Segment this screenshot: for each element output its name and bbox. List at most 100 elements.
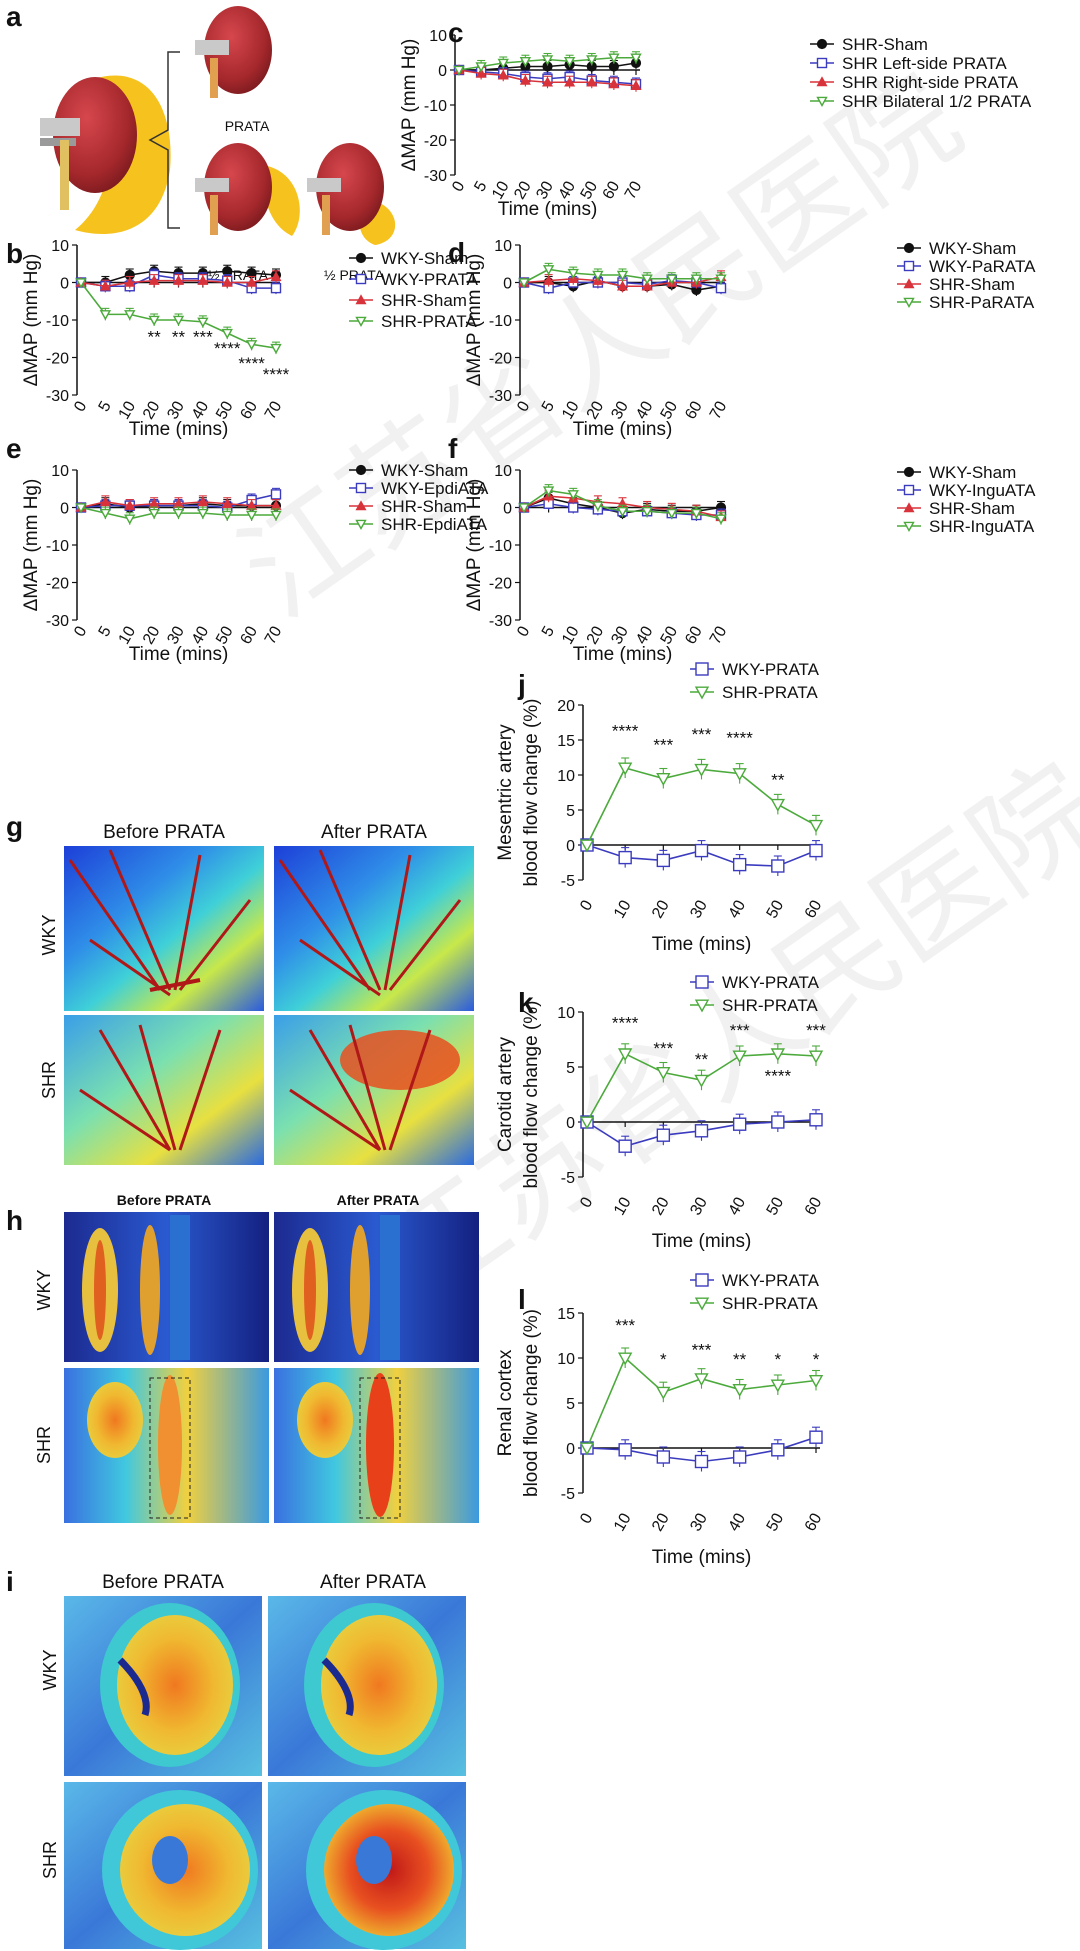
data-point (592, 270, 604, 281)
data-point (630, 80, 642, 90)
data-point (99, 508, 112, 520)
data-point (542, 265, 555, 276)
significance-label: **** (214, 339, 241, 358)
data-point (694, 1074, 709, 1088)
legend-entry: SHR-Sham (897, 275, 1015, 294)
legend-entry: WKY-PaRATA (897, 257, 1036, 276)
significance-label: **** (238, 354, 265, 373)
data-point (197, 274, 209, 285)
legend-marker (816, 57, 828, 69)
data-point (221, 510, 233, 521)
x-tick-label: 50 (658, 398, 682, 422)
x-tick-label: 0 (449, 178, 468, 194)
legend-entry: SHR-PRATA (349, 312, 477, 331)
data-point (586, 76, 598, 87)
y-tick-label: -5 (561, 1170, 575, 1187)
significance-label: * (813, 1350, 820, 1369)
x-tick-label: 40 (189, 398, 213, 422)
legend-label: SHR-PRATA (722, 683, 818, 702)
series-shr-prata (579, 757, 824, 853)
data-point (770, 798, 786, 812)
y-tick-label: -30 (46, 388, 69, 405)
data-point (75, 278, 87, 289)
image-g-shr-before (64, 1015, 264, 1165)
y-axis-label-line2: blood flow change (%) (521, 699, 542, 887)
y-tick-label: 10 (557, 768, 575, 785)
image-h-wky-before (64, 1212, 269, 1362)
x-tick-label: 50 (764, 1194, 788, 1218)
row-label-shr: SHR (40, 1841, 60, 1879)
legend-marker (903, 521, 915, 532)
y-axis-label: ΔMAP (mm Hg) (21, 254, 42, 387)
y-tick-label: -20 (46, 351, 69, 368)
y-axis-label: ΔMAP (mm Hg) (21, 479, 42, 612)
panel-label-g: g (6, 811, 23, 842)
data-point (666, 274, 678, 285)
data-point (592, 501, 604, 512)
data-point (124, 499, 136, 510)
legend-marker (903, 260, 915, 272)
y-tick-label: -20 (489, 351, 512, 368)
y-axis-label-line1: Mesentric artery (495, 724, 516, 861)
data-point (270, 489, 282, 500)
x-tick-label: 20 (649, 1510, 673, 1534)
row-label-wky: WKY (34, 1269, 54, 1310)
row-label-wky: WKY (39, 914, 59, 955)
data-point (221, 328, 233, 340)
legend-entry: SHR Left-side PRATA (810, 54, 1007, 73)
y-tick-label: -30 (424, 168, 447, 185)
data-point (563, 56, 576, 68)
label-prata: PRATA (225, 118, 270, 134)
legend-label: WKY-Sham (929, 239, 1016, 258)
y-axis-label-line2: blood flow change (%) (521, 1309, 542, 1497)
y-tick-label: 20 (557, 698, 575, 715)
data-point (246, 276, 258, 287)
legend-entry: SHR-PaRATA (897, 293, 1035, 312)
bracket (148, 51, 180, 229)
data-point (656, 1066, 671, 1080)
series-shr-epdiata (75, 503, 282, 525)
y-tick-label: 15 (557, 1306, 575, 1323)
data-point (543, 274, 555, 285)
legend-marker (355, 294, 367, 305)
y-tick-label: 0 (60, 501, 69, 518)
legend-label: SHR-PRATA (722, 996, 818, 1015)
significance-label: **** (612, 722, 639, 741)
legend-marker (695, 1273, 709, 1287)
data-point (172, 274, 185, 285)
data-point (99, 310, 112, 321)
x-tick-label: 60 (237, 623, 261, 647)
data-point (148, 315, 160, 326)
legend-entry: SHR Right-side PRATA (810, 73, 1019, 92)
label-half-prata-2: ½ PRATA (324, 267, 385, 283)
data-point (771, 859, 785, 873)
y-tick-label: -30 (489, 613, 512, 630)
col-label-after: After PRATA (321, 822, 427, 843)
x-axis-label: Time (mins) (129, 419, 229, 440)
data-point (641, 280, 653, 291)
legend-marker (903, 466, 915, 478)
x-axis-label: Time (mins) (652, 934, 752, 955)
data-point (808, 819, 824, 833)
data-point (771, 1443, 785, 1457)
x-axis-label: Time (mins) (498, 199, 598, 220)
data-point (618, 1443, 632, 1457)
data-point (579, 839, 595, 853)
data-point (586, 55, 598, 66)
x-tick-label: 40 (555, 178, 579, 202)
y-tick-label: 0 (566, 1115, 575, 1132)
legend-label: WKY-PRATA (722, 660, 820, 679)
legend-label: WKY-Sham (381, 461, 468, 480)
data-point (715, 282, 727, 294)
x-tick-label: 30 (608, 623, 632, 647)
row-label-wky: WKY (40, 1649, 60, 1690)
panel-label-l: l (518, 1284, 526, 1315)
legend-entry: SHR-InguATA (897, 517, 1035, 536)
legend-entry: SHR-Sham (349, 497, 467, 516)
legend-marker (355, 273, 367, 285)
legend-entry: WKY-Sham (349, 249, 468, 268)
kidney-top-illustration (195, 6, 272, 98)
